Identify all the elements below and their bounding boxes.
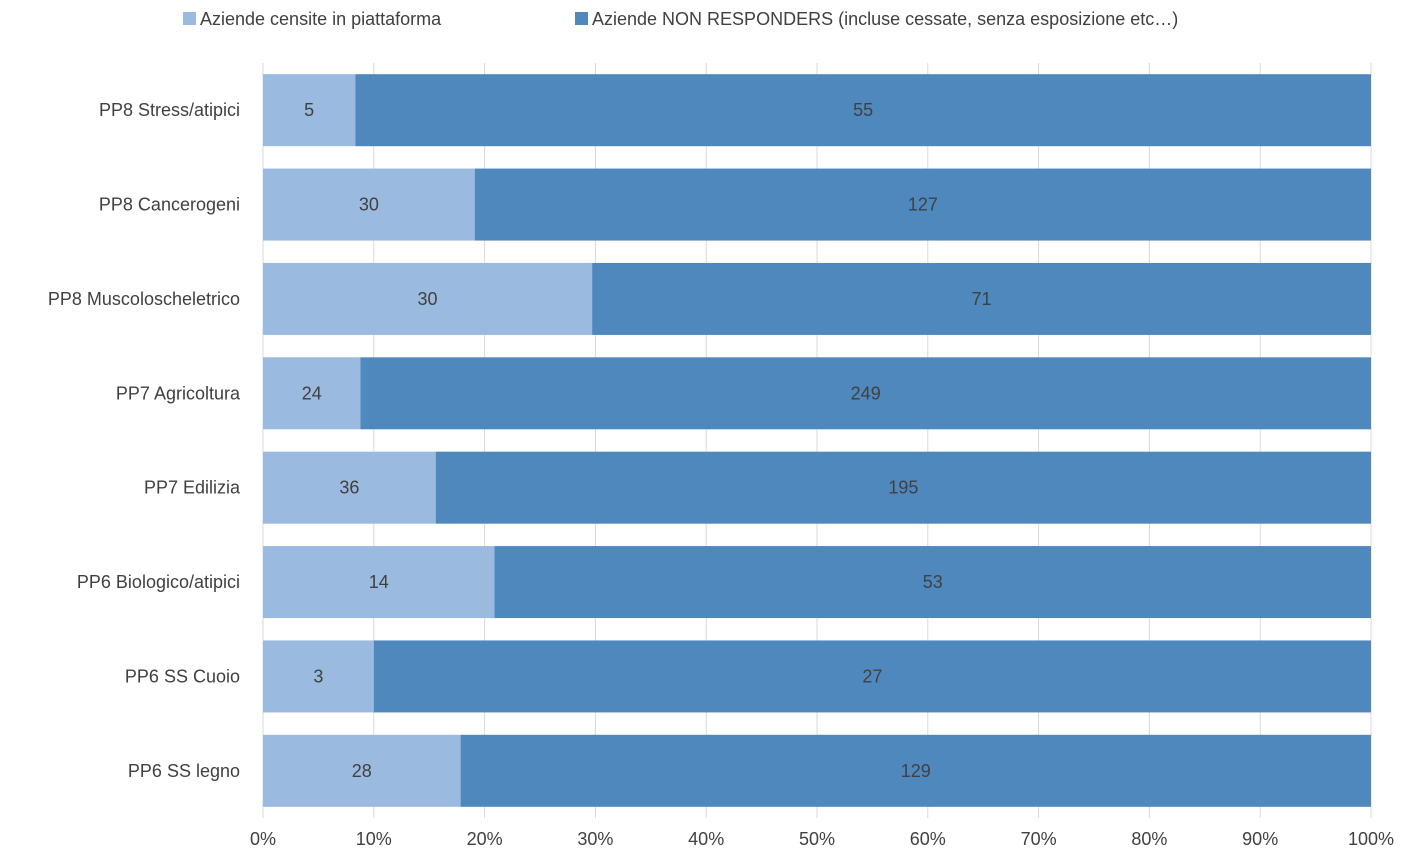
- bar-segment: [474, 168, 1372, 241]
- bar-segment: [360, 357, 1371, 430]
- x-tick-label: 40%: [688, 829, 724, 849]
- bar-segment: [263, 640, 374, 713]
- x-tick-label: 20%: [467, 829, 503, 849]
- x-tick-label: 80%: [1131, 829, 1167, 849]
- x-tick-label: 90%: [1242, 829, 1278, 849]
- category-label: PP7 Agricoltura: [116, 383, 241, 403]
- data-label: 36: [339, 478, 359, 498]
- data-label: 28: [352, 761, 372, 781]
- data-label: 195: [888, 478, 918, 498]
- data-label: 129: [901, 761, 931, 781]
- bar-segment: [263, 357, 361, 430]
- data-label: 249: [851, 383, 881, 403]
- bar-segment: [263, 168, 475, 241]
- x-tick-label: 30%: [577, 829, 613, 849]
- data-label: 53: [923, 572, 943, 592]
- data-label: 71: [972, 289, 992, 309]
- data-label: 5: [304, 100, 314, 120]
- value-axis: 0% 10% 20% 30% 40% 50% 60% 70% 80% 90% 100%: [250, 829, 1394, 849]
- category-label: PP6 Biologico/atipici: [77, 572, 240, 592]
- bar-segment: [263, 546, 495, 619]
- data-label: 3: [313, 666, 323, 686]
- bar-segment: [592, 262, 1371, 335]
- category-label: PP6 SS legno: [128, 761, 240, 781]
- legend-label: Aziende censite in piattaforma: [200, 9, 442, 29]
- legend-label: Aziende NON RESPONDERS (incluse cessate,…: [592, 9, 1178, 29]
- data-label: 14: [369, 572, 389, 592]
- bar-segment: [263, 734, 461, 807]
- legend-item: Aziende NON RESPONDERS (incluse cessate,…: [575, 9, 1178, 29]
- category-label: PP8 Cancerogeni: [99, 195, 240, 215]
- data-label: 24: [302, 383, 322, 403]
- category-label: PP8 Muscoloscheletrico: [48, 289, 240, 309]
- x-tick-label: 70%: [1021, 829, 1057, 849]
- bar-segment: [435, 451, 1372, 524]
- data-label: 55: [853, 100, 873, 120]
- data-label: 27: [862, 666, 882, 686]
- category-axis: PP8 Stress/atipici PP8 Cancerogeni PP8 Mus…: [48, 100, 241, 781]
- x-tick-label: 100%: [1348, 829, 1394, 849]
- category-label: PP6 SS Cuoio: [125, 666, 240, 686]
- bar-segment: [355, 74, 1371, 147]
- x-tick-label: 50%: [799, 829, 835, 849]
- data-label: 30: [418, 289, 438, 309]
- legend: Aziende censite in piattaforma Aziende NO…: [183, 9, 1178, 29]
- category-label: PP8 Stress/atipici: [99, 100, 240, 120]
- bar-segment: [494, 546, 1371, 619]
- bar-segment: [373, 640, 1371, 713]
- legend-swatch: [183, 12, 196, 25]
- category-label: PP7 Edilizia: [144, 478, 241, 498]
- x-tick-label: 0%: [250, 829, 276, 849]
- data-label: 127: [908, 195, 938, 215]
- legend-swatch: [575, 12, 588, 25]
- bar-segment: [460, 734, 1371, 807]
- legend-item: Aziende censite in piattaforma: [183, 9, 442, 29]
- bar-segment: [263, 262, 593, 335]
- x-tick-label: 60%: [910, 829, 946, 849]
- data-label: 30: [359, 195, 379, 215]
- x-tick-label: 10%: [356, 829, 392, 849]
- bar-segment: [263, 451, 436, 524]
- bar-segment: [263, 74, 356, 147]
